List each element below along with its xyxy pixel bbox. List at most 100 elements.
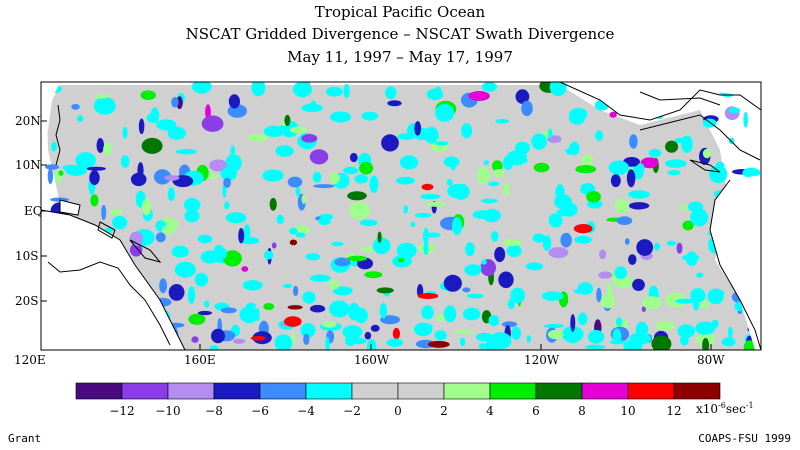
date-range: May 11, 1997 – May 17, 1997 xyxy=(287,48,513,66)
divergence-patch xyxy=(188,313,206,325)
divergence-patch xyxy=(743,111,748,128)
divergence-patch xyxy=(462,307,481,321)
divergence-patch xyxy=(287,305,303,310)
divergence-patch xyxy=(541,291,564,301)
divergence-patch xyxy=(488,315,500,327)
divergence-patch xyxy=(348,201,370,220)
divergence-patch xyxy=(293,285,299,297)
map-title: Tropical Pacific Ocean xyxy=(314,3,486,21)
divergence-patch xyxy=(514,141,531,155)
divergence-patch xyxy=(665,140,679,153)
divergence-patch xyxy=(494,246,506,263)
divergence-patch xyxy=(332,286,353,296)
divergence-patch xyxy=(284,114,291,127)
divergence-patch xyxy=(175,148,198,155)
divergence-patch xyxy=(301,134,318,143)
divergence-patch xyxy=(289,227,298,235)
divergence-patch xyxy=(150,107,160,124)
divergence-patch xyxy=(89,170,100,186)
plot-frame xyxy=(40,81,762,351)
divergence-patch xyxy=(629,134,638,149)
divergence-patch xyxy=(141,198,152,216)
colorbar-swatch xyxy=(305,382,353,400)
divergence-patch xyxy=(211,328,225,344)
divergence-patch xyxy=(426,201,447,207)
divergence-patch xyxy=(364,271,383,279)
divergence-patch xyxy=(586,191,601,203)
divergence-patch xyxy=(120,155,130,168)
divergence-patch xyxy=(192,82,212,94)
divergence-patch xyxy=(243,224,251,241)
divergence-patch xyxy=(492,160,503,172)
lat-label-eq: EQ xyxy=(24,204,43,218)
divergence-patch xyxy=(238,228,245,244)
divergence-patch xyxy=(648,148,662,158)
divergence-patch xyxy=(642,296,662,310)
divergence-patch xyxy=(655,321,675,331)
divergence-patch xyxy=(506,244,522,258)
divergence-patch xyxy=(610,174,621,188)
divergence-patch xyxy=(478,343,488,349)
divergence-patch xyxy=(397,258,405,263)
divergence-patch xyxy=(435,103,455,122)
divergence-patch xyxy=(312,171,322,183)
colorbar-legend xyxy=(75,382,721,400)
divergence-patch xyxy=(209,159,228,172)
divergence-patch xyxy=(483,160,489,166)
divergence-patch xyxy=(247,134,268,142)
divergence-patch xyxy=(525,262,544,271)
divergence-patch xyxy=(493,169,505,178)
divergence-patch xyxy=(503,182,510,196)
divergence-patch xyxy=(721,337,736,347)
divergence-patch xyxy=(191,336,199,343)
divergence-patch xyxy=(62,164,78,172)
divergence-patch xyxy=(575,165,597,174)
divergence-patch xyxy=(224,201,230,210)
divergence-patch xyxy=(462,287,471,293)
colorbar-swatch xyxy=(167,382,215,400)
lat-label-10n: 10N xyxy=(15,158,41,172)
divergence-patch xyxy=(167,126,187,140)
divergence-patch xyxy=(636,163,645,173)
divergence-patch xyxy=(548,128,553,139)
divergence-patch xyxy=(443,274,462,292)
divergence-patch xyxy=(632,278,645,291)
divergence-patch xyxy=(399,155,419,170)
lat-axis: 20N 10N EQ 10S 20S xyxy=(15,114,47,308)
colorbar-tick-label: 12 xyxy=(666,404,681,418)
divergence-patch xyxy=(452,217,462,236)
divergence-patch xyxy=(677,324,695,338)
divergence-patch xyxy=(292,82,312,98)
divergence-patch xyxy=(410,221,416,228)
divergence-patch xyxy=(598,271,613,279)
divergence-patch xyxy=(702,337,710,350)
divergence-patch xyxy=(392,327,400,340)
divergence-patch xyxy=(129,231,143,246)
divergence-patch xyxy=(569,141,580,156)
divergence-patch xyxy=(109,208,123,215)
divergence-patch xyxy=(461,123,473,139)
colorbar-swatch xyxy=(75,382,123,400)
divergence-patch xyxy=(623,339,643,350)
divergence-patch xyxy=(359,219,378,227)
divergence-patch xyxy=(728,326,733,339)
divergence-patch xyxy=(435,141,449,146)
divergence-patch xyxy=(167,187,175,202)
divergence-patch xyxy=(609,340,625,345)
divergence-patch xyxy=(680,334,689,346)
divergence-patch xyxy=(271,242,277,249)
divergence-patch xyxy=(624,238,630,245)
divergence-patch xyxy=(58,170,64,176)
divergence-patch xyxy=(329,111,352,123)
divergence-patch xyxy=(354,174,369,184)
divergence-patch xyxy=(599,249,607,260)
divergence-patch xyxy=(421,183,434,191)
divergence-patch xyxy=(651,335,672,350)
lon-label-120e: 120E xyxy=(14,353,46,367)
divergence-patch xyxy=(386,338,404,348)
divergence-patch xyxy=(309,149,329,165)
divergence-patch xyxy=(560,202,578,217)
divergence-patch xyxy=(122,126,128,139)
divergence-patch xyxy=(241,266,249,272)
divergence-patch xyxy=(502,238,522,246)
